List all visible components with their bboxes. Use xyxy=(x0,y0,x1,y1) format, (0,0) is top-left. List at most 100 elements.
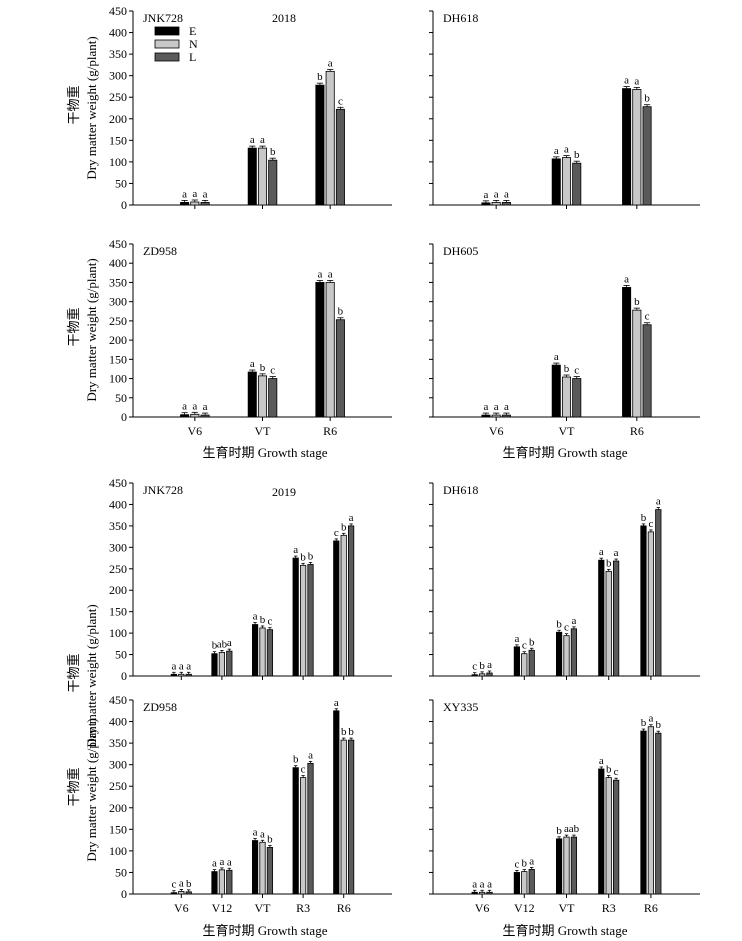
axes: 0 50 100 150 200 250 300 350 400 450 V6 VT R6 xyxy=(109,237,392,438)
significance-label: a xyxy=(487,878,492,890)
bar-e xyxy=(551,158,561,206)
y-axis-label-en: Dry matter weight (g/plant) xyxy=(84,36,99,179)
legend-label-n: N xyxy=(189,37,198,51)
y-tick-label: 100 xyxy=(109,844,127,858)
bar-n xyxy=(561,376,572,418)
y-tick-label: 300 xyxy=(109,295,127,309)
bar-n xyxy=(478,673,486,677)
bar-l xyxy=(528,869,535,895)
x-axis-label: 生育时期 Growth stage xyxy=(503,923,628,938)
bar-e xyxy=(555,631,563,677)
x-tick-label: R3 xyxy=(602,901,616,915)
panel-title: ZD958 xyxy=(143,244,177,258)
significance-label: b xyxy=(212,640,218,652)
significance-label: c xyxy=(564,622,569,634)
significance-label: a xyxy=(599,755,604,767)
y-tick-label: 50 xyxy=(115,391,127,405)
significance-label: a xyxy=(504,188,509,200)
bar-n xyxy=(190,201,200,206)
significance-label: a xyxy=(317,268,322,280)
significance-label: b xyxy=(293,754,299,766)
significance-label: b xyxy=(634,296,640,308)
chart-panel-7: 0 50 100 150 200 250 300 350 400 450 V6 V12 VT R3 R6 ZD… xyxy=(109,693,392,915)
y-tick-label: 350 xyxy=(109,736,127,750)
bar-n xyxy=(647,531,655,677)
bar-e xyxy=(247,147,257,206)
significance-label: a xyxy=(182,401,187,413)
y-tick-label: 200 xyxy=(109,112,127,126)
significance-label: a xyxy=(624,273,629,285)
bar-e xyxy=(598,768,605,895)
panel-title: DH618 xyxy=(443,11,478,25)
bar-l xyxy=(200,414,210,418)
bar-l xyxy=(200,202,210,206)
y-tick-label: 0 xyxy=(121,669,127,683)
significance-label: b xyxy=(317,71,323,83)
significance-label: c xyxy=(514,858,519,870)
y-tick-label: 300 xyxy=(109,69,127,83)
y-tick-label: 400 xyxy=(109,715,127,729)
significance-label: a xyxy=(227,856,232,868)
significance-label: a xyxy=(308,749,313,761)
y-tick-label: 350 xyxy=(109,275,127,289)
bar-n xyxy=(259,841,266,895)
bar-n xyxy=(340,739,347,895)
bar-e xyxy=(315,282,325,418)
y-tick-label: 0 xyxy=(121,410,127,424)
bar-n xyxy=(299,777,307,895)
y-axis-label-group: 干物重 Dry matter weight (g/plant) xyxy=(66,718,99,861)
legend-swatch-e xyxy=(154,26,180,36)
x-axis-label: 生育时期 Growth stage xyxy=(203,923,328,938)
significance-label: c xyxy=(270,365,275,377)
y-tick-label: 450 xyxy=(109,237,127,251)
significance-label: a xyxy=(260,134,265,146)
y-tick-label: 300 xyxy=(109,540,127,554)
significance-label: a xyxy=(334,697,339,709)
y-tick-label: 250 xyxy=(109,90,127,104)
significance-label: b xyxy=(606,764,612,776)
significance-label: a xyxy=(483,401,488,413)
significance-label: b xyxy=(529,636,535,648)
bar-l xyxy=(486,672,493,677)
y-tick-label: 100 xyxy=(109,372,127,386)
significance-label: a xyxy=(171,660,176,672)
bar-n xyxy=(218,652,226,677)
significance-label: b xyxy=(308,550,314,562)
y-axis-label-cn: 干物重 xyxy=(66,307,81,346)
significance-label: b xyxy=(556,825,562,837)
significance-label: a xyxy=(624,75,629,87)
bar-n xyxy=(605,570,612,677)
bar-n xyxy=(605,777,612,895)
significance-label: b xyxy=(186,878,192,890)
significance-label: b xyxy=(300,551,306,563)
panel-title: XY335 xyxy=(443,700,478,714)
significance-label: a xyxy=(554,351,559,363)
bar-n xyxy=(190,413,200,418)
bar-n xyxy=(218,869,226,895)
bar-n xyxy=(561,157,572,206)
significance-label: a xyxy=(494,401,499,413)
y-tick-label: 250 xyxy=(109,562,127,576)
y-tick-label: 100 xyxy=(109,626,127,640)
bar-e xyxy=(292,557,299,677)
y-tick-label: 250 xyxy=(109,314,127,328)
significance-label: c xyxy=(648,518,653,530)
y-tick-label: 150 xyxy=(109,822,127,836)
bar-l xyxy=(501,202,511,206)
significance-label: a xyxy=(514,633,519,645)
significance-label: c xyxy=(522,640,527,652)
bar-n xyxy=(257,375,268,418)
axes: 0 50 100 150 200 250 300 350 400 450 V6 V12 VT R3 R6 xyxy=(109,693,392,915)
y-axis-label-group: 干物重 Dry matter weight (g/plant) xyxy=(66,36,99,179)
bar-l xyxy=(307,564,314,677)
bar-n xyxy=(478,891,486,895)
x-tick-label: V6 xyxy=(174,901,189,915)
bar-l xyxy=(528,649,535,677)
x-tick-label: R6 xyxy=(323,424,337,438)
x-axis-label: 生育时期 Growth stage xyxy=(203,445,328,460)
significance-label: b xyxy=(556,618,562,630)
significance-label: c xyxy=(645,311,650,323)
